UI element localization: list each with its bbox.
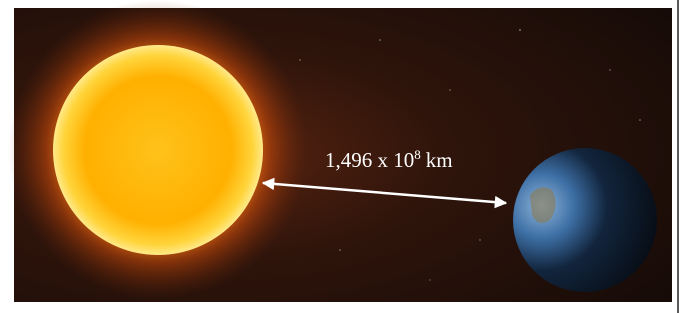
sun	[53, 45, 263, 255]
distance-label: 1,496 x 108 km	[325, 147, 453, 172]
earth	[513, 148, 657, 292]
page: 1,496 x 108km (() => { const data = JSON…	[0, 0, 684, 313]
label-exponent: 8	[414, 147, 421, 162]
label-unit: km	[426, 148, 453, 172]
scene: 1,496 x 108 km	[0, 0, 684, 313]
label-base: 1,496 x 10	[325, 148, 414, 172]
